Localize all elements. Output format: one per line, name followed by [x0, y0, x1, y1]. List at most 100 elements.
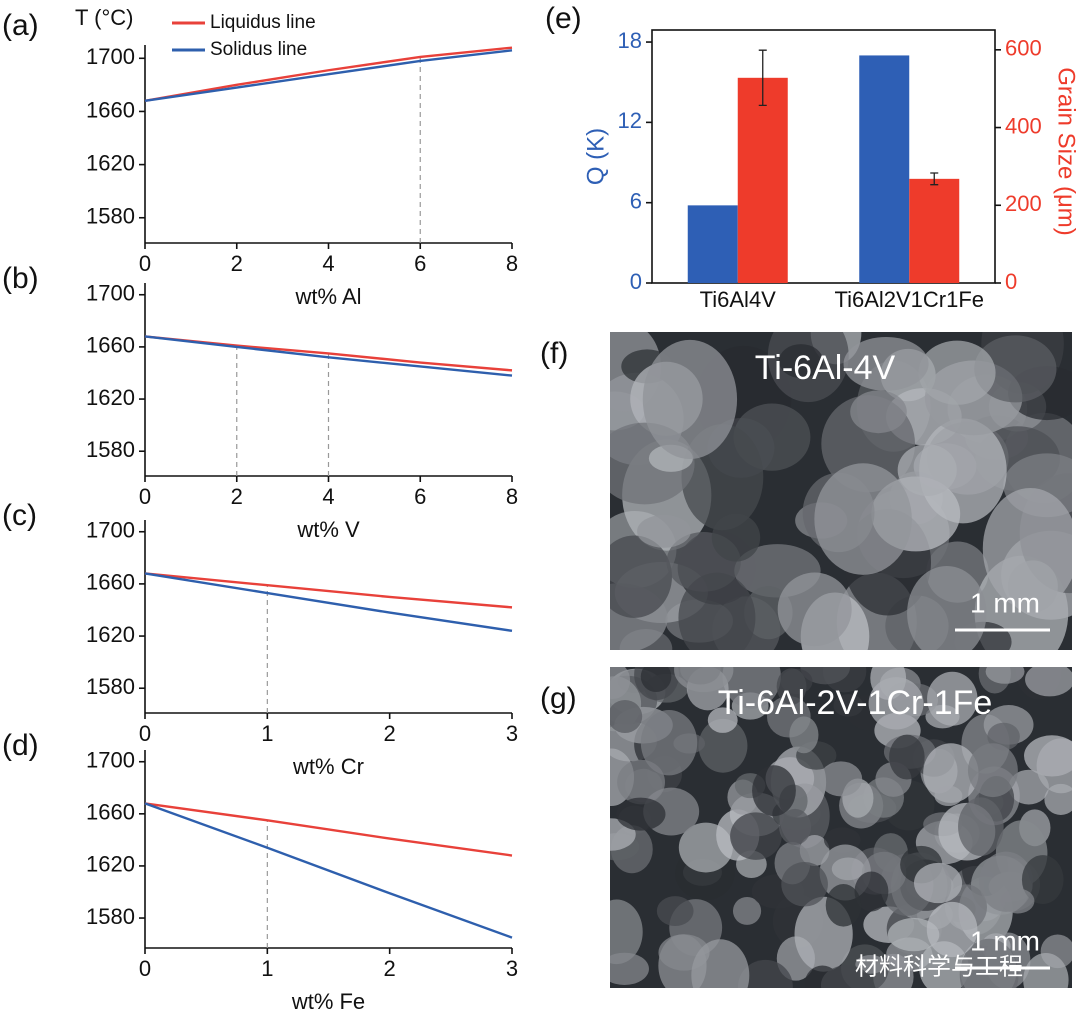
grain: [923, 743, 979, 803]
grain: [974, 335, 1057, 403]
x-tick-label: 0: [139, 721, 151, 746]
grain: [640, 709, 698, 776]
grain: [959, 938, 1019, 988]
x-tick-label: 8: [506, 251, 518, 276]
grain: [732, 896, 762, 925]
panel-label: (e): [545, 2, 582, 35]
y2-tick-label: 600: [1005, 36, 1042, 61]
y-tick-label: 1660: [86, 570, 135, 595]
series-line: [144, 572, 513, 633]
image-caption: Ti-6Al-2V-1Cr-1Fe: [718, 684, 993, 722]
y-tick-label: 1700: [86, 748, 135, 773]
y-tick-label: 1580: [86, 904, 135, 929]
y2-tick-label: 0: [1005, 269, 1017, 294]
x-tick-label: 6: [414, 484, 426, 509]
grain: [610, 952, 649, 986]
grain: [918, 340, 996, 405]
grain: [958, 797, 1004, 856]
grain: [887, 917, 940, 952]
grain: [777, 572, 852, 647]
grain: [707, 707, 738, 733]
micrograph: [610, 332, 1072, 650]
x-tick-label: 1: [261, 956, 273, 981]
grain: [711, 513, 761, 562]
grain: [691, 939, 750, 988]
grain: [698, 718, 748, 773]
grain: [833, 694, 864, 717]
watermark: 材料科学与工程: [855, 953, 1023, 980]
grain: [889, 734, 925, 780]
grain: [776, 668, 807, 705]
grain: [778, 344, 824, 378]
grain: [1008, 769, 1049, 805]
grain: [617, 759, 665, 805]
grain: [616, 797, 666, 831]
panel-label: (d): [2, 729, 39, 762]
x-axis-label: wt% Cr: [292, 754, 364, 779]
grain: [656, 896, 694, 926]
series-line: [144, 572, 513, 609]
x-tick-label: 0: [139, 251, 151, 276]
bar: [909, 178, 960, 283]
grain: [722, 667, 781, 709]
y-tick-label: 18: [618, 28, 642, 53]
grain: [850, 390, 907, 434]
x-tick-label: 6: [414, 251, 426, 276]
y2-tick-label: 200: [1005, 191, 1042, 216]
grain: [642, 339, 738, 459]
grain: [781, 862, 828, 907]
grain: [854, 871, 889, 912]
grain: [1044, 783, 1072, 815]
y-tick-label: 1620: [86, 385, 135, 410]
grain: [1021, 855, 1064, 905]
y-tick-label: 1580: [86, 437, 135, 462]
x-tick-label: 0: [139, 484, 151, 509]
series-line: [144, 46, 513, 102]
grain: [927, 671, 978, 726]
grain: [868, 677, 924, 730]
x-axis-label: wt% Fe: [291, 989, 365, 1014]
grain: [610, 667, 631, 699]
grain: [637, 514, 691, 548]
y-tick-label: 6: [630, 188, 642, 213]
grain: [800, 667, 851, 685]
grain: [738, 959, 793, 988]
grain: [610, 535, 672, 618]
grain: [1025, 667, 1072, 697]
grain: [752, 765, 796, 817]
x-tick-label: 2: [231, 251, 243, 276]
x-tick-label: 3: [506, 956, 518, 981]
y2-axis-label: Grain Size (μm): [1053, 67, 1080, 236]
legend-label: Liquidus line: [210, 12, 316, 33]
grain: [730, 812, 782, 860]
x-tick-label: Ti6Al4V: [700, 287, 777, 312]
grain: [897, 444, 957, 496]
y-axis-label: Q (K): [582, 128, 609, 185]
scale-label: 1 mm: [970, 587, 1040, 618]
grain: [1008, 560, 1058, 613]
grain: [819, 761, 863, 797]
y-tick-label: 1580: [86, 204, 135, 229]
grain: [640, 667, 672, 693]
y2-tick-label: 400: [1005, 113, 1042, 138]
y-tick-label: 1660: [86, 97, 135, 122]
grain: [985, 667, 1025, 684]
x-tick-label: 8: [506, 484, 518, 509]
panel-label: (f): [540, 337, 568, 370]
grain: [1023, 952, 1069, 988]
error-bar: [758, 49, 767, 107]
y-tick-label: 1620: [86, 852, 135, 877]
grain: [789, 716, 819, 754]
x-tick-label: 1: [261, 721, 273, 746]
x-axis-label: wt% Al: [294, 284, 361, 309]
grain: [678, 572, 756, 650]
y-tick-label: 0: [630, 269, 642, 294]
x-tick-label: 0: [139, 956, 151, 981]
panel-label: (c): [2, 499, 37, 532]
x-tick-label: Ti6Al2V1Cr1Fe: [834, 287, 984, 312]
bar: [737, 77, 788, 283]
y-axis-label: T (°C): [75, 5, 134, 30]
grain: [926, 901, 978, 958]
series-line: [144, 335, 513, 377]
grain: [610, 899, 643, 965]
